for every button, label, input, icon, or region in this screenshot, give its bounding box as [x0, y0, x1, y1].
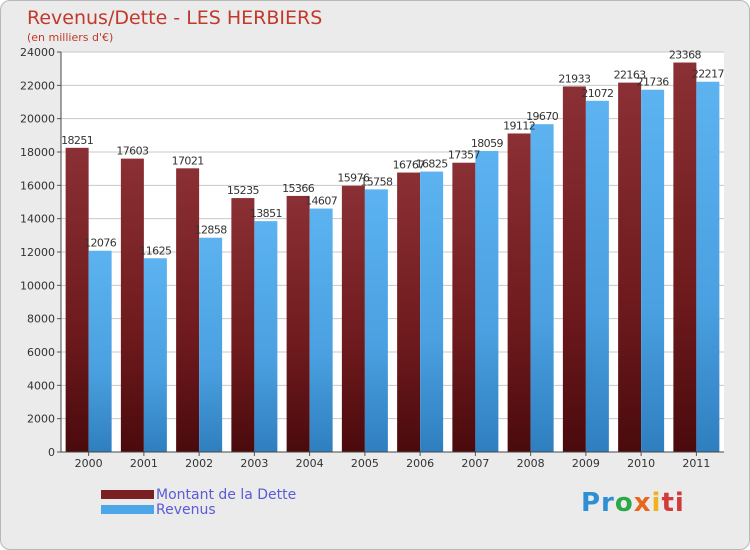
- bar-dette: [562, 86, 586, 452]
- x-tick-label: 2008: [517, 457, 545, 470]
- bar-revenus: [254, 221, 278, 452]
- x-tick-label: 2009: [572, 457, 600, 470]
- y-tick-label: 18000: [20, 146, 55, 159]
- chart-subtitle: (en milliers d'€): [27, 31, 114, 44]
- y-tick-label: 14000: [20, 213, 55, 226]
- bar-revenus: [364, 189, 388, 452]
- data-label-revenus: 19670: [526, 110, 559, 123]
- data-label-revenus: 14607: [305, 195, 338, 208]
- bar-dette: [452, 162, 476, 452]
- data-label-dette: 15976: [337, 172, 370, 185]
- data-label-dette: 17357: [448, 149, 481, 162]
- bar-dette: [65, 147, 89, 453]
- bar-dette: [286, 195, 310, 452]
- data-label-revenus: 12076: [84, 237, 117, 250]
- x-tick-label: 2004: [296, 457, 324, 470]
- data-label-dette: 18251: [61, 134, 93, 147]
- bar-revenus: [530, 124, 554, 453]
- bar-revenus: [309, 208, 333, 452]
- y-tick-label: 24000: [20, 46, 55, 59]
- data-label-revenus: 11625: [139, 244, 172, 257]
- x-tick-label: 2007: [461, 457, 489, 470]
- x-tick-label: 2005: [351, 457, 379, 470]
- legend-swatch-revenus: [101, 505, 154, 514]
- bar-dette: [341, 185, 365, 452]
- data-label-dette: 23368: [669, 49, 702, 62]
- data-label-dette: 22163: [614, 69, 647, 82]
- data-label-revenus: 21072: [581, 87, 613, 100]
- legend-label-dette: Montant de la Dette: [156, 486, 297, 503]
- bar-revenus: [641, 89, 665, 452]
- y-tick-label: 20000: [20, 113, 55, 126]
- bar-dette: [120, 158, 144, 452]
- data-label-revenus: 13851: [250, 207, 282, 220]
- bar-chart: 0 2000 4000 6000 8000 10000 12000 14000 16000 180…: [20, 46, 725, 470]
- data-label-dette: 15235: [227, 184, 260, 197]
- y-tick-label: 0: [48, 446, 55, 459]
- bar-revenus: [199, 237, 223, 452]
- y-tick-label: 4000: [27, 379, 55, 392]
- bar-revenus: [88, 250, 112, 452]
- data-label-revenus: 15758: [360, 175, 393, 188]
- chart-title: Revenus/Dette - LES HERBIERS: [27, 7, 323, 29]
- y-tick-label: 12000: [20, 246, 55, 259]
- bar-revenus: [585, 100, 609, 453]
- legend-item-revenus: Revenus: [101, 501, 296, 518]
- bar-dette: [673, 62, 697, 453]
- y-tick-label: 6000: [27, 346, 55, 359]
- data-label-dette: 17021: [172, 154, 204, 167]
- x-tick-label: 2002: [185, 457, 213, 470]
- x-tick-label: 2010: [627, 457, 655, 470]
- data-label-revenus: 12858: [195, 224, 228, 237]
- bar-revenus: [143, 258, 167, 452]
- y-tick-label: 8000: [27, 313, 55, 326]
- legend: Montant de la Dette Revenus: [101, 486, 297, 518]
- legend-swatch-dette: [101, 490, 154, 499]
- bar-dette: [176, 168, 200, 453]
- data-label-dette: 16767: [393, 159, 426, 172]
- bar-revenus: [475, 151, 499, 452]
- y-tick-label: 2000: [27, 413, 55, 426]
- data-label-revenus: 16825: [416, 158, 449, 171]
- bar-revenus: [696, 81, 720, 452]
- bar-dette: [397, 172, 421, 453]
- bar-revenus: [420, 171, 444, 453]
- x-tick-label: 2001: [130, 457, 158, 470]
- bar-dette: [618, 82, 642, 452]
- data-label-revenus: 22217: [692, 68, 725, 81]
- data-label-revenus: 21736: [637, 76, 670, 89]
- x-tick-label: 2006: [406, 457, 434, 470]
- data-label-dette: 15366: [282, 182, 315, 195]
- proxiti-logo: Proxiti: [581, 488, 685, 518]
- legend-item-dette: Montant de la Dette: [101, 486, 297, 503]
- y-tick-label: 16000: [20, 179, 55, 192]
- x-tick-label: 2003: [240, 457, 268, 470]
- bar-dette: [507, 133, 531, 452]
- y-tick-label: 10000: [20, 279, 55, 292]
- data-label-dette: 17603: [116, 145, 149, 158]
- legend-label-revenus: Revenus: [156, 501, 216, 518]
- bar-dette: [231, 198, 255, 452]
- x-tick-label: 2000: [75, 457, 103, 470]
- y-tick-label: 22000: [20, 79, 55, 92]
- data-label-dette: 19112: [503, 119, 535, 132]
- x-tick-label: 2011: [682, 457, 710, 470]
- data-label-dette: 21933: [558, 72, 591, 85]
- data-label-revenus: 18059: [471, 137, 504, 150]
